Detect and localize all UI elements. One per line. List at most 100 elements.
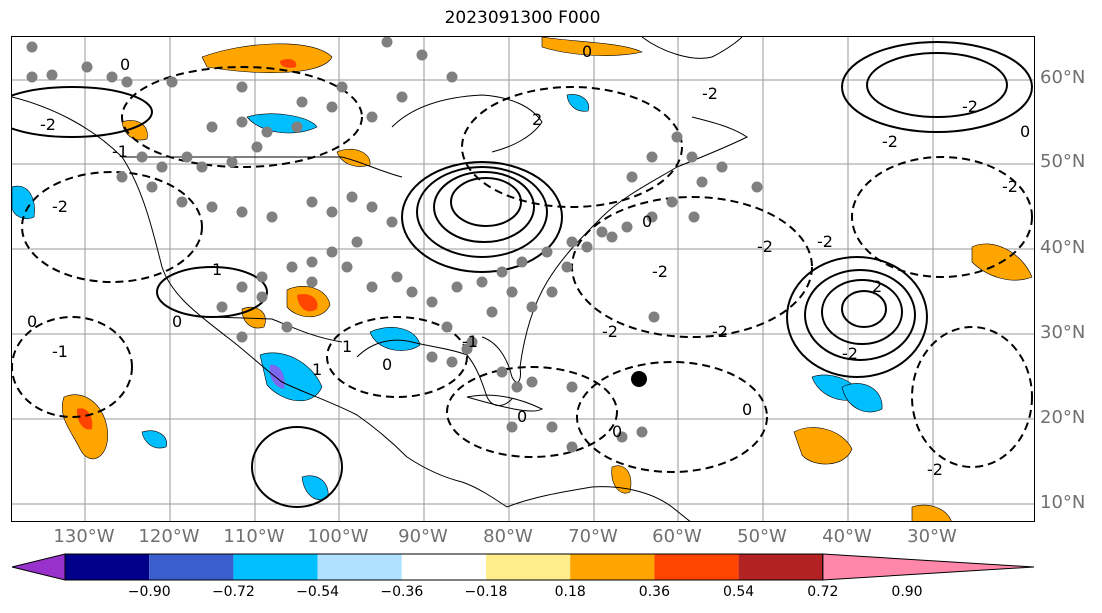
shade-purple-mexico bbox=[269, 364, 285, 389]
colorbar-extend-low bbox=[11, 553, 66, 581]
contour-high-nw bbox=[12, 86, 153, 138]
shade-blue-atl2 bbox=[841, 383, 883, 413]
shade-orange-ne bbox=[541, 37, 643, 56]
station-dot bbox=[696, 176, 708, 188]
colorbar-tick-label: −0.36 bbox=[380, 584, 424, 600]
station-dot bbox=[446, 356, 458, 368]
colorbar-tick-label: −0.18 bbox=[464, 584, 508, 600]
station-dot bbox=[496, 266, 508, 278]
contour-low-nw bbox=[121, 66, 363, 168]
lat-label: 30°N bbox=[1040, 322, 1086, 343]
station-dot bbox=[616, 431, 628, 443]
contour-label: 0 bbox=[27, 312, 37, 331]
contour-label: -2 bbox=[602, 322, 618, 341]
station-dot bbox=[206, 201, 218, 213]
shade-red-west bbox=[76, 408, 93, 430]
lon-label: 110°W bbox=[223, 526, 285, 547]
station-dot bbox=[648, 311, 660, 323]
station-dot bbox=[336, 81, 348, 93]
contour-label: 2 bbox=[532, 110, 542, 129]
station-dot bbox=[256, 271, 268, 283]
map-title: 2023091300 F000 bbox=[444, 8, 601, 28]
contour-low-sw bbox=[12, 316, 133, 418]
contour-label: 0 bbox=[172, 312, 182, 331]
contours-positive bbox=[12, 41, 1033, 508]
colorbar-tick-label: 0.54 bbox=[723, 584, 755, 600]
station-dot bbox=[526, 301, 538, 313]
station-dot bbox=[396, 91, 408, 103]
station-dot bbox=[306, 276, 318, 288]
contour-low-ne bbox=[461, 86, 683, 208]
station-dot bbox=[646, 151, 658, 163]
coast-atlantic bbox=[519, 166, 678, 368]
lon-label: 80°W bbox=[483, 526, 533, 547]
station-dot bbox=[511, 381, 523, 393]
station-dot bbox=[306, 256, 318, 268]
station-dot bbox=[121, 76, 133, 88]
station-dot bbox=[476, 276, 488, 288]
station-dot bbox=[46, 69, 58, 81]
station-dot bbox=[26, 41, 38, 53]
contour-label: 2 bbox=[872, 277, 882, 296]
colorbar-tick-label: 0.72 bbox=[807, 584, 839, 600]
station-dot bbox=[671, 131, 683, 143]
shade-orange-se bbox=[911, 504, 952, 521]
contour-label: -2 bbox=[842, 344, 858, 363]
station-dot bbox=[116, 171, 128, 183]
station-dot bbox=[646, 211, 658, 223]
contour-label: -2 bbox=[40, 115, 56, 134]
colorbar-segment bbox=[317, 554, 402, 580]
lat-label: 50°N bbox=[1040, 151, 1086, 172]
station-dot bbox=[561, 261, 573, 273]
coast-pacific bbox=[12, 96, 408, 458]
contour-labels: 0-2 2-20-2010-2-12-20-2-210-2-2-2-20-100-… bbox=[27, 42, 1030, 479]
station-dot bbox=[606, 231, 618, 243]
contour-label: -2 bbox=[882, 132, 898, 151]
border-us-canada bbox=[122, 156, 403, 178]
station-dot bbox=[366, 111, 378, 123]
contour-label: 0 bbox=[582, 42, 592, 61]
station-dot bbox=[566, 441, 578, 453]
station-dot bbox=[166, 76, 178, 88]
station-dot bbox=[181, 151, 193, 163]
shade-orange-mid-atl bbox=[793, 427, 853, 465]
colorbar-tick-label: −0.72 bbox=[211, 584, 255, 600]
station-dot bbox=[341, 261, 353, 273]
station-dot bbox=[206, 121, 218, 133]
lon-label: 30°W bbox=[907, 526, 957, 547]
station-dot bbox=[306, 196, 318, 208]
colorbar-segment bbox=[486, 554, 571, 580]
lon-label: 60°W bbox=[652, 526, 702, 547]
station-dot bbox=[281, 321, 293, 333]
contour-label: 0 bbox=[382, 355, 392, 374]
lon-label: 70°W bbox=[568, 526, 618, 547]
contour-label: 1 bbox=[312, 360, 322, 379]
station-dot bbox=[26, 71, 38, 83]
station-dot bbox=[156, 161, 168, 173]
contour-label: 0 bbox=[120, 55, 130, 74]
station-dot bbox=[251, 141, 263, 153]
contour-label: 0 bbox=[742, 400, 752, 419]
station-dot bbox=[236, 331, 248, 343]
border-us-mexico bbox=[211, 316, 343, 343]
lon-label: 40°W bbox=[822, 526, 872, 547]
station-dot bbox=[351, 236, 363, 248]
station-dot bbox=[461, 343, 473, 355]
contour-label: -2 bbox=[652, 262, 668, 281]
contour-high-west bbox=[156, 266, 268, 318]
contour-label: 0 bbox=[1020, 122, 1030, 141]
contour-label: 0 bbox=[517, 407, 527, 426]
contour-low-far-atl bbox=[851, 156, 1033, 278]
contour-high-pac bbox=[251, 426, 343, 508]
colorbar-tick-label: −0.54 bbox=[296, 584, 340, 600]
contour-label: 1 bbox=[342, 337, 352, 356]
colorbar-tick-label: −0.90 bbox=[127, 584, 171, 600]
station-dot bbox=[441, 321, 453, 333]
contour-label: -2 bbox=[52, 197, 68, 216]
station-dot bbox=[751, 181, 763, 193]
station-dot bbox=[686, 151, 698, 163]
station-dot bbox=[296, 96, 308, 108]
station-dot bbox=[146, 181, 158, 193]
station-dot bbox=[636, 426, 648, 438]
station-dot bbox=[451, 281, 463, 293]
